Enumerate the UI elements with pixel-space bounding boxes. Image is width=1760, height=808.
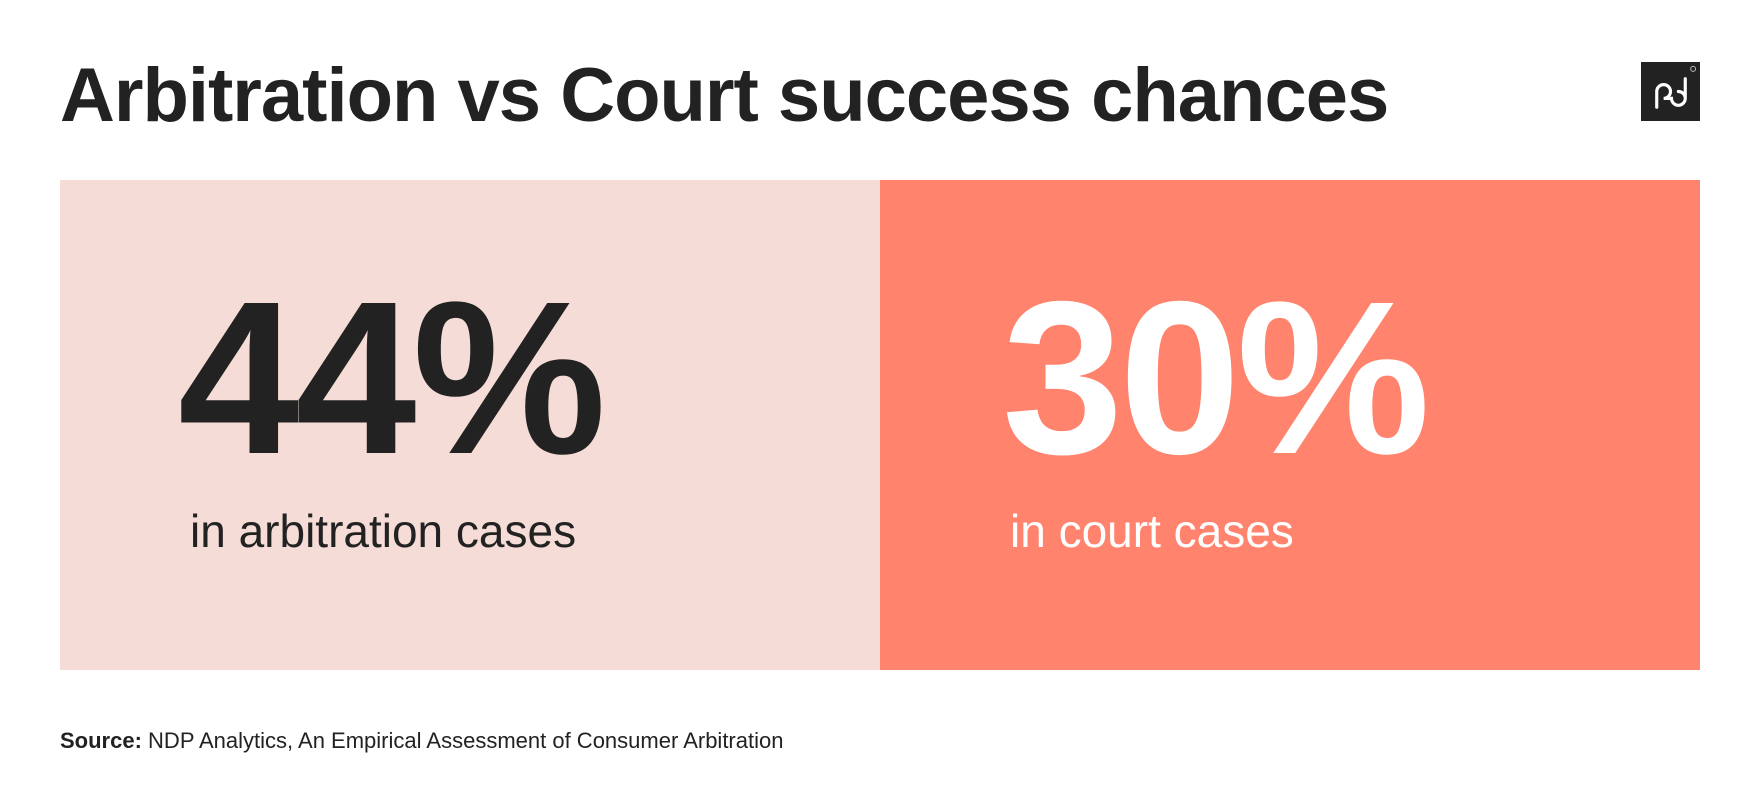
court-percentage: 30% <box>1002 257 1430 500</box>
source-label: Source: <box>60 728 142 753</box>
arbitration-stat-panel: 44% in arbitration cases <box>60 180 880 670</box>
arbitration-percentage: 44% <box>178 257 606 500</box>
source-text: NDP Analytics, An Empirical Assessment o… <box>148 728 784 753</box>
court-label: in court cases <box>1010 505 1294 557</box>
source-note: Source: NDP Analytics, An Empirical Asse… <box>60 728 783 754</box>
pd-logo-icon <box>1655 65 1697 109</box>
page-title: Arbitration vs Court success chances <box>60 53 1389 138</box>
brand-logo <box>1641 62 1700 121</box>
court-stat-panel: 30% in court cases <box>880 180 1700 670</box>
arbitration-label: in arbitration cases <box>190 505 577 557</box>
